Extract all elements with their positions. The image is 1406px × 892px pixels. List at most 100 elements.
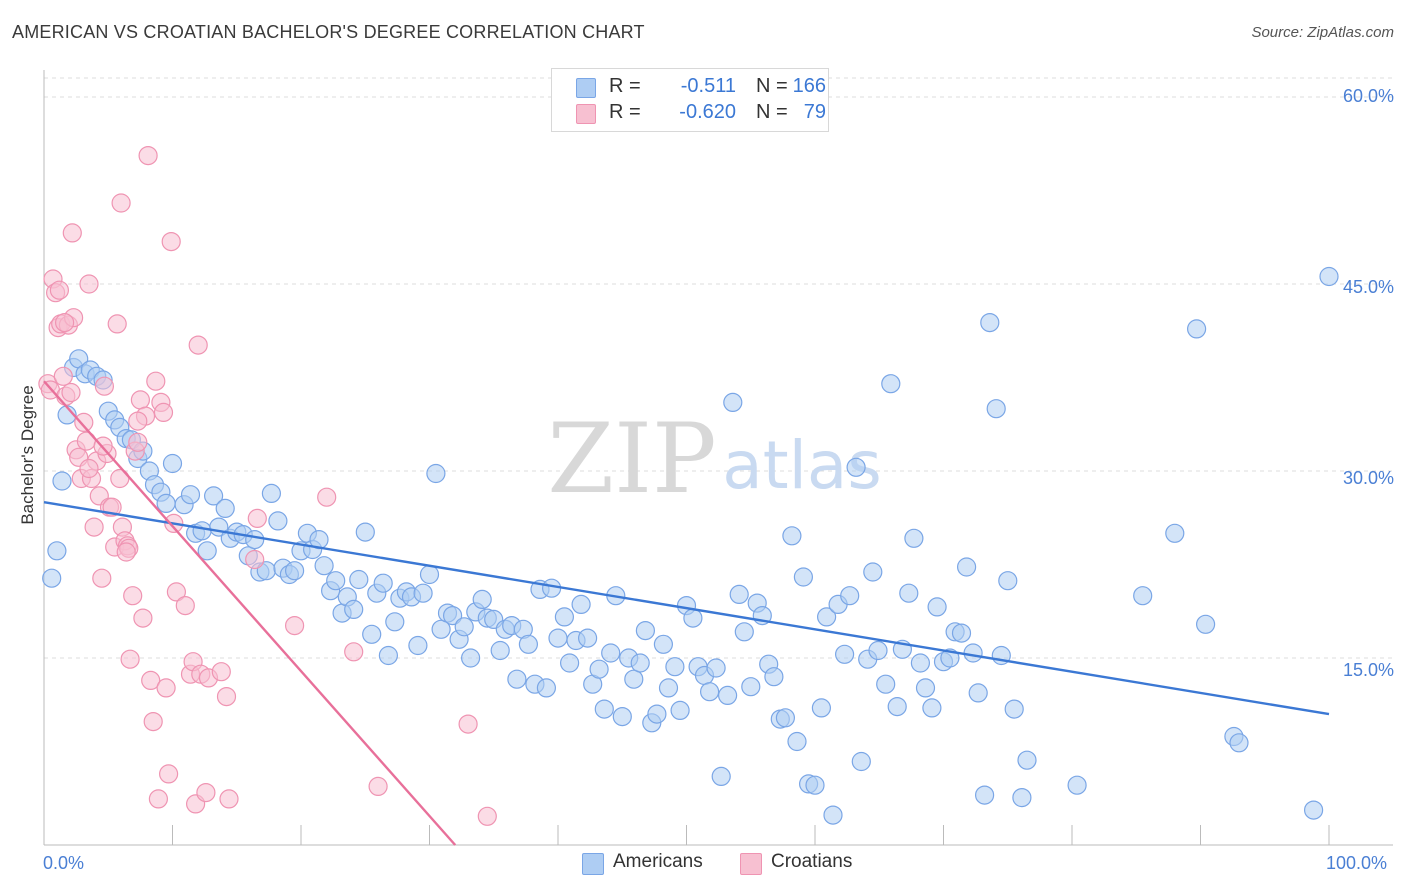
croatian-point [111,193,131,213]
american-point [314,556,334,576]
grid-layer [44,77,1393,659]
american-point [980,313,1000,333]
american-point [180,485,201,505]
legend-swatch-croatians [740,853,762,875]
y-axis-label: Bachelor's Degree [18,385,37,525]
american-point [846,457,866,477]
americans-trend-line [43,500,1330,716]
american-point [362,624,382,644]
american-point [1229,733,1249,753]
croatian-point [344,642,364,662]
american-point [653,634,674,654]
american-point [782,526,802,546]
croatian-point [79,458,99,479]
american-point [285,561,305,581]
american-point [834,644,855,664]
r-label: R = [609,101,641,123]
american-point [922,698,942,718]
american-point [868,640,888,661]
american-point [863,562,883,582]
american-point [261,483,281,503]
american-point [734,622,754,642]
r-value-americans: -0.511 [680,75,736,97]
correlation-stats-box: R = -0.511 N = 166 R = -0.620 N = 79 [551,68,829,132]
american-point [577,628,598,648]
croatian-point [159,764,179,784]
croatian-point [247,508,267,529]
croatian-point [153,402,174,422]
american-point [612,706,632,727]
croatian-point [61,382,81,403]
croatian-point [123,586,143,606]
american-point [472,589,492,610]
american-point [1012,787,1032,808]
american-point [1195,614,1216,634]
american-point [775,708,796,728]
american-point [559,653,580,673]
croatian-point [138,146,158,166]
american-point [536,678,557,698]
legend-swatch-americans [582,853,604,875]
croatian-point [196,782,216,803]
croatian-point [285,615,305,636]
croatian-point [148,789,168,809]
croatian-point [175,595,195,616]
american-point [326,571,346,591]
american-point [431,619,451,639]
american-point [723,392,743,412]
n-value-americans: 166 [792,75,826,97]
croatian-point [74,412,94,432]
american-point [454,617,474,637]
chart-title: AMERICAN VS CROATIAN BACHELOR'S DEGREE C… [12,22,645,42]
american-point [968,683,988,703]
croatian-point [219,789,239,809]
american-point [717,685,738,706]
american-point [951,623,972,643]
american-point [851,751,871,772]
american-point [518,634,539,654]
american-point [899,583,919,603]
american-point [548,628,568,648]
y-tick-label-30: 30.0% [1342,468,1394,488]
points-layer [38,146,1339,826]
croatian-point [317,487,337,507]
croatian-point [94,376,115,396]
american-point [52,471,72,491]
american-point [683,608,703,628]
american-point [927,597,947,617]
croatian-point [79,274,99,294]
american-point [887,696,907,717]
croatian-point [156,678,176,698]
american-point [1186,319,1207,339]
american-point [541,578,562,598]
american-point [706,658,726,678]
croatian-point [245,549,265,570]
croatian-point [49,280,70,300]
american-point [1067,775,1087,795]
american-point [624,669,644,689]
american-point [204,486,224,506]
american-point [162,453,183,474]
chart-source: Source: ZipAtlas.com [1251,24,1394,41]
croatian-point [54,313,75,333]
americans-swatch [576,78,596,98]
croatian-point [146,371,166,391]
american-point [594,699,614,719]
n-value-croatians: 79 [803,101,826,123]
american-point [805,775,825,795]
american-point [461,648,481,668]
american-point [998,571,1018,591]
n-label: N = [756,75,788,97]
croatian-point [161,232,181,252]
american-point [385,612,405,632]
y-tick-label-15: 15.0% [1342,660,1394,680]
watermark-zip: ZIP [547,403,716,515]
american-point [670,700,690,721]
american-point [215,498,235,518]
american-point [1133,586,1153,606]
american-point [47,541,67,561]
american-point [490,640,510,661]
n-label: N = [756,101,788,123]
american-point [1017,750,1037,770]
